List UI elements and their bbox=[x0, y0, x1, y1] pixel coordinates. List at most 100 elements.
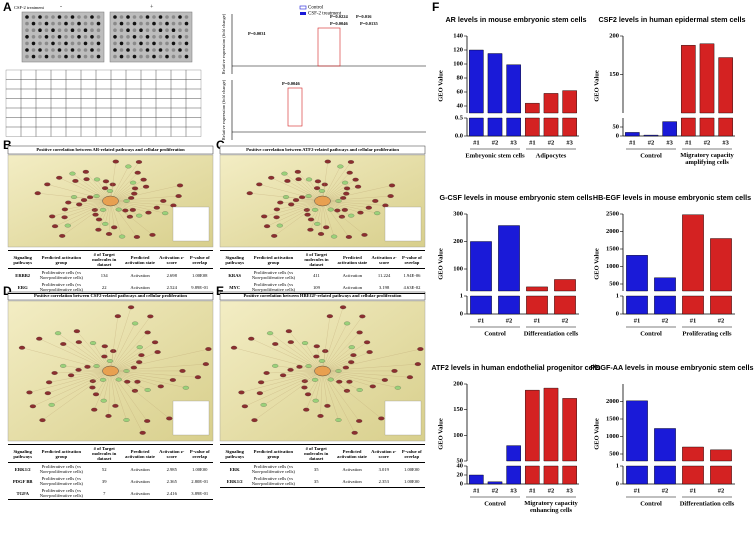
network-node bbox=[136, 345, 143, 350]
network-node bbox=[106, 189, 114, 193]
table-cell: Activation bbox=[130, 478, 150, 484]
network-node bbox=[323, 225, 330, 230]
network-edge bbox=[110, 370, 127, 421]
blot-dot bbox=[38, 54, 42, 59]
network-node bbox=[260, 402, 267, 407]
network-legend bbox=[384, 400, 422, 436]
p-value: P=0.0135 bbox=[360, 21, 378, 26]
group-label: Migratory capacity amplifying cells bbox=[680, 152, 734, 166]
network-node bbox=[369, 384, 376, 389]
array-key-cell bbox=[65, 69, 82, 80]
network-edge bbox=[54, 370, 111, 374]
bar bbox=[525, 389, 540, 485]
network-edge bbox=[37, 193, 111, 202]
blot-dot bbox=[158, 48, 163, 52]
panel-letter: F bbox=[432, 0, 439, 14]
x-tick-label: #1 bbox=[629, 139, 636, 146]
blot-dot bbox=[96, 15, 101, 19]
table-header: Activation z-score bbox=[369, 249, 399, 270]
array-key-cell bbox=[95, 69, 112, 80]
array-key-cell bbox=[80, 79, 97, 90]
y-tick-label: 0 bbox=[616, 480, 619, 487]
blot-dot bbox=[77, 48, 81, 52]
network-node bbox=[46, 380, 53, 385]
bar bbox=[554, 279, 576, 315]
network-node bbox=[99, 207, 107, 212]
x-tick-label: #2 bbox=[548, 487, 555, 494]
network-node bbox=[149, 232, 156, 237]
network-node bbox=[106, 359, 114, 363]
network-edge bbox=[266, 370, 323, 374]
network-edge bbox=[322, 195, 391, 202]
table-cell: Proliferative cells (vs Non-proliferativ… bbox=[39, 270, 83, 281]
array-key-cell bbox=[110, 126, 127, 137]
network-node bbox=[144, 388, 151, 392]
network-edge bbox=[270, 333, 323, 372]
network-node bbox=[145, 210, 152, 215]
blot-dot bbox=[171, 41, 176, 46]
network-node bbox=[139, 430, 146, 435]
blot-dot bbox=[70, 21, 75, 26]
bar bbox=[562, 398, 577, 485]
network-node bbox=[125, 164, 132, 169]
y-axis-label: GEO Value bbox=[593, 248, 600, 280]
blot-dot bbox=[38, 35, 42, 39]
y-tick-label: 300 bbox=[453, 210, 463, 217]
network-node bbox=[194, 375, 202, 380]
y-tick-label: 2000 bbox=[606, 228, 619, 235]
network-node bbox=[345, 235, 352, 239]
panel-letter: C bbox=[216, 138, 225, 152]
blot-dot bbox=[31, 35, 36, 39]
blot-dot bbox=[83, 28, 88, 32]
network-edge bbox=[284, 173, 323, 202]
blot-dot bbox=[83, 48, 88, 52]
table-cell: Proliferative cells (vs Non-proliferativ… bbox=[249, 475, 298, 489]
array-key-cell bbox=[35, 69, 52, 80]
blot-dot bbox=[90, 28, 94, 32]
network-node bbox=[72, 179, 79, 183]
network-node bbox=[182, 385, 189, 390]
table-cell: 7 bbox=[85, 487, 124, 501]
table-cell: 1.94E-06 bbox=[403, 272, 421, 278]
network-node bbox=[261, 214, 268, 219]
network-node bbox=[363, 340, 371, 345]
network-edge bbox=[322, 370, 385, 381]
y-tick-label: 1500 bbox=[606, 245, 619, 252]
network-node bbox=[49, 214, 56, 219]
network-node bbox=[61, 207, 68, 212]
table-cell: 2.524 bbox=[156, 281, 187, 295]
array-key-cell bbox=[65, 126, 82, 137]
blot-dot bbox=[51, 54, 55, 59]
blot-dot bbox=[178, 21, 182, 26]
network-node bbox=[271, 234, 278, 238]
table-header: # of Target molecules in dataset bbox=[85, 443, 124, 464]
blot-dot bbox=[83, 15, 88, 19]
array-key-cell bbox=[5, 117, 22, 128]
blot-dot bbox=[64, 54, 68, 59]
x-tick-label: #2 bbox=[492, 139, 499, 146]
array-key-cell bbox=[125, 107, 142, 118]
network-edge bbox=[322, 161, 328, 202]
data-table: Signaling pathways Predicted activation g… bbox=[220, 249, 425, 295]
network-edge bbox=[76, 331, 111, 372]
network-node bbox=[292, 198, 300, 202]
array-key-cell bbox=[35, 126, 52, 137]
array-key-cell bbox=[5, 98, 22, 109]
array-key-cell bbox=[170, 117, 187, 128]
bar bbox=[469, 49, 484, 137]
network-node bbox=[36, 336, 43, 341]
network-edge bbox=[322, 370, 339, 421]
blot-dot bbox=[126, 21, 130, 26]
network-edge bbox=[110, 370, 116, 406]
array-key-cell bbox=[65, 79, 82, 90]
network-edge bbox=[29, 370, 111, 393]
y-axis-label: Relative expression (fold change) bbox=[221, 79, 226, 140]
table-cell: Proliferative cells (vs Non-proliferativ… bbox=[39, 464, 83, 475]
table-cell: Activation bbox=[335, 475, 369, 489]
p-value: P=0.016 bbox=[356, 14, 372, 19]
array-key-cell bbox=[50, 117, 67, 128]
chart-title: AR levels in mouse embryonic stem cells bbox=[445, 15, 586, 24]
blot-dot bbox=[139, 28, 143, 32]
array-key-cell bbox=[155, 126, 172, 137]
